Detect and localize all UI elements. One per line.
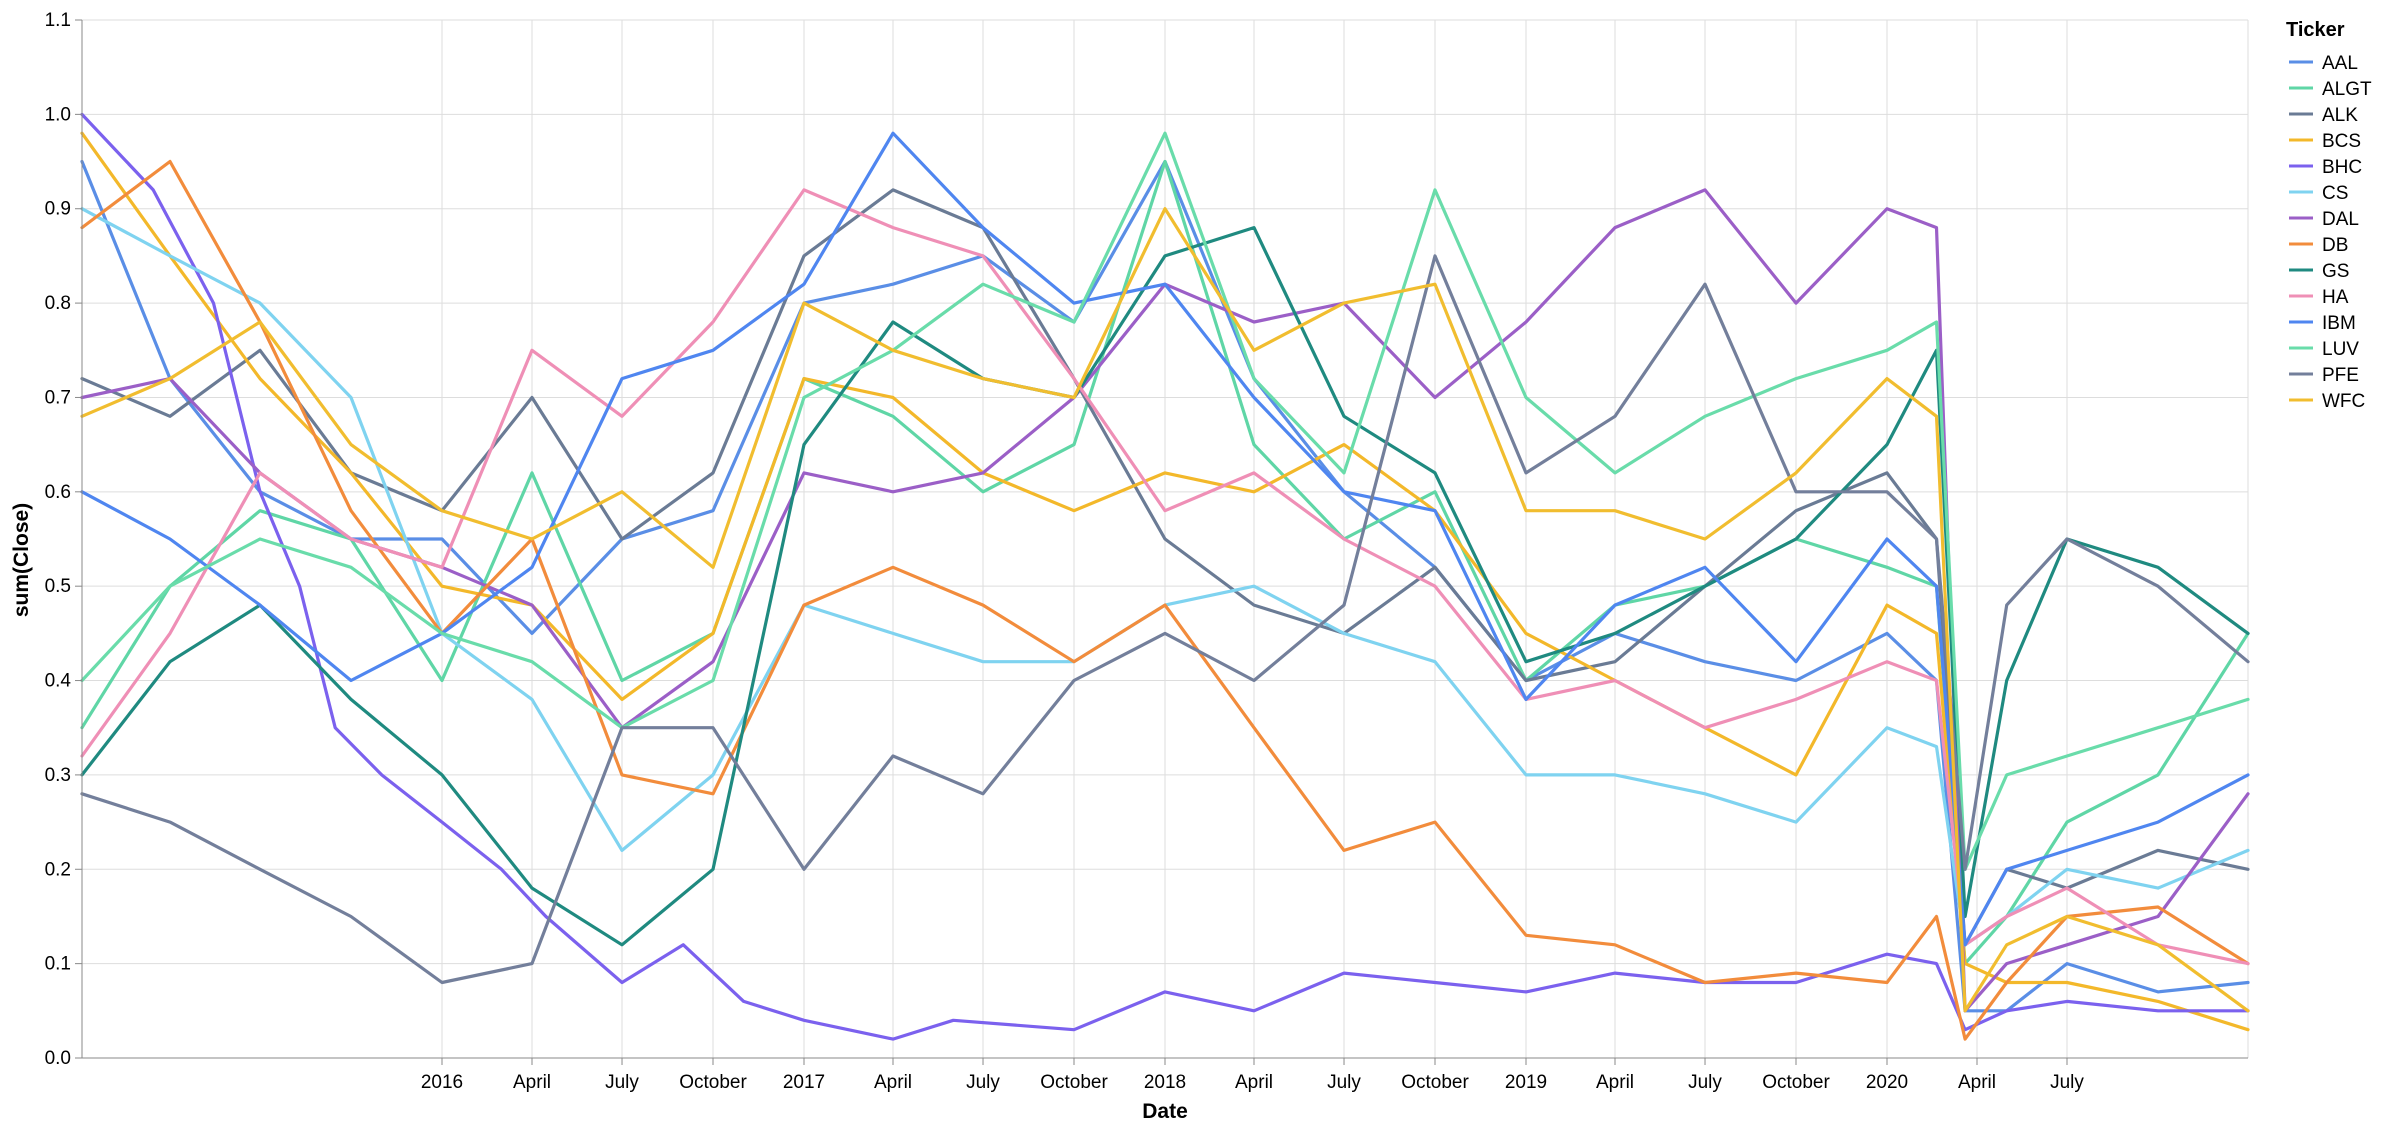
legend-label: BCS — [2322, 131, 2361, 152]
y-tick-label: 0.4 — [45, 671, 72, 692]
series-line-bhc — [80, 112, 2250, 1041]
legend-item-aal: AAL — [2289, 53, 2358, 74]
x-tick-label: July — [2050, 1072, 2084, 1093]
y-tick-label: 0.9 — [45, 199, 71, 220]
legend-title: Ticker — [2286, 19, 2345, 41]
x-tick-label: July — [966, 1072, 1000, 1093]
legend-label: HA — [2322, 287, 2349, 308]
legend-item-luv: LUV — [2289, 339, 2359, 360]
legend-label: PFE — [2322, 365, 2359, 386]
x-tick-label: April — [1235, 1072, 1273, 1093]
x-tick-label: 2020 — [1866, 1072, 1908, 1093]
x-tick-label: July — [1688, 1072, 1722, 1093]
series-line-pfe — [80, 254, 2250, 985]
y-tick-label: 1.1 — [45, 10, 71, 31]
y-tick-label: 1.0 — [45, 104, 71, 125]
x-tick-label: July — [605, 1072, 639, 1093]
y-tick-label: 0.8 — [45, 293, 71, 314]
y-axis-title: sum(Close) — [10, 503, 33, 617]
x-tick-label: 2017 — [783, 1072, 825, 1093]
x-tick-label: 2019 — [1505, 1072, 1547, 1093]
x-tick-label: April — [1958, 1072, 1996, 1093]
legend-item-wfc: WFC — [2289, 391, 2365, 412]
legend-label: ALK — [2322, 105, 2358, 126]
series-lines — [80, 112, 2250, 1041]
x-tick-label: October — [1762, 1072, 1830, 1093]
series-line-ha — [80, 188, 2250, 966]
x-tick-label: October — [679, 1072, 747, 1093]
legend-item-gs: GS — [2289, 261, 2349, 282]
y-tick-label: 0.6 — [45, 482, 71, 503]
x-tick-label: October — [1040, 1072, 1108, 1093]
y-tick-label: 0.0 — [45, 1048, 71, 1069]
legend-item-algt: ALGT — [2289, 79, 2372, 100]
x-tick-label: 2018 — [1144, 1072, 1186, 1093]
legend-label: AAL — [2322, 53, 2358, 74]
y-tick-label: 0.3 — [45, 765, 71, 786]
legend: Ticker AAL ALGT ALK BCS BHC CS DAL DB GS HA IBM LUV… — [2286, 19, 2372, 412]
legend-label: DAL — [2322, 209, 2359, 230]
legend-item-pfe: PFE — [2289, 365, 2359, 386]
x-tick-label: April — [1596, 1072, 1634, 1093]
legend-item-ha: HA — [2289, 287, 2349, 308]
y-tick-label: 0.5 — [45, 576, 71, 597]
legend-item-bhc: BHC — [2289, 157, 2362, 178]
x-tick-label: 2016 — [421, 1072, 463, 1093]
legend-label: GS — [2322, 261, 2349, 282]
series-line-luv — [80, 131, 2250, 871]
legend-label: WFC — [2322, 391, 2365, 412]
legend-item-cs: CS — [2289, 183, 2348, 204]
legend-label: BHC — [2322, 157, 2362, 178]
legend-item-dal: DAL — [2289, 209, 2359, 230]
y-tick-label: 0.7 — [45, 387, 71, 408]
legend-item-alk: ALK — [2289, 105, 2358, 126]
series-line-cs — [80, 207, 2250, 947]
series-line-db — [80, 159, 2250, 1041]
legend-item-bcs: BCS — [2289, 131, 2361, 152]
series-line-wfc — [80, 207, 2250, 1013]
legend-label: CS — [2322, 183, 2348, 204]
legend-label: LUV — [2322, 339, 2359, 360]
x-tick-label: April — [513, 1072, 551, 1093]
legend-item-ibm: IBM — [2289, 313, 2356, 334]
legend-item-db: DB — [2289, 235, 2348, 256]
legend-label: IBM — [2322, 313, 2356, 334]
x-axis-title: Date — [1142, 1100, 1188, 1123]
legend-label: DB — [2322, 235, 2348, 256]
x-tick-label: April — [874, 1072, 912, 1093]
y-tick-label: 0.2 — [45, 859, 71, 880]
y-tick-label: 0.1 — [45, 954, 71, 975]
axes: 0.0 0.1 0.2 0.3 0.4 0.5 0.6 0.7 0.8 0.9 1.0 1.1 2016… — [45, 10, 2248, 1093]
series-line-gs — [80, 226, 2250, 947]
legend-label: ALGT — [2322, 79, 2372, 100]
x-tick-label: July — [1327, 1072, 1361, 1093]
x-tick-label: October — [1401, 1072, 1469, 1093]
